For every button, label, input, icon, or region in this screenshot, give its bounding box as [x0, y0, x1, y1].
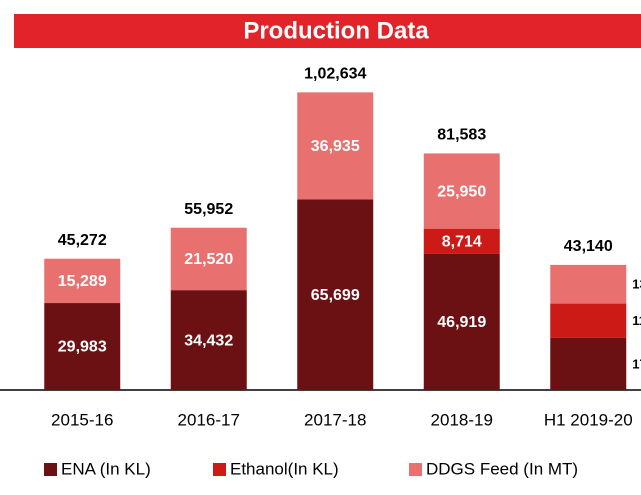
bar-segment [550, 303, 627, 338]
bar-segment [550, 337, 627, 390]
value-label: 15,289 [58, 273, 107, 290]
bar-segment [170, 227, 247, 291]
value-label: 65,699 [311, 287, 360, 304]
bar-segment [550, 264, 627, 304]
bar-segment [423, 253, 500, 390]
value-label: 36,935 [311, 138, 360, 155]
bar-segment [44, 303, 121, 390]
value-label: 11,850 [632, 313, 641, 328]
value-label: 17,950 [632, 356, 641, 371]
total-label: 81,583 [437, 127, 486, 144]
legend-swatch [409, 463, 422, 476]
x-tick-label: 2015-16 [51, 410, 113, 429]
legend-label: Ethanol(In KL) [230, 459, 339, 478]
title-banner [14, 14, 641, 48]
bar-segment [170, 290, 247, 390]
bar-segment [297, 92, 374, 200]
legend-swatch [213, 463, 226, 476]
value-label: 29,983 [58, 339, 107, 356]
total-label: 45,272 [58, 232, 107, 249]
legend-label: ENA (In KL) [61, 459, 151, 478]
legend-swatch [44, 463, 57, 476]
chart-title: Production Data [243, 17, 429, 44]
value-label: 8,714 [442, 234, 482, 251]
total-label: 55,952 [184, 201, 233, 218]
bar-segment [44, 258, 121, 304]
x-tick-label: H1 2019-20 [544, 410, 633, 429]
bar-segment [423, 228, 500, 254]
x-tick-label: 2017-18 [304, 410, 366, 429]
x-tick-label: 2016-17 [178, 410, 240, 429]
value-label: 46,919 [437, 314, 486, 331]
value-label: 34,432 [184, 332, 233, 349]
value-label: 13,340 [632, 277, 641, 292]
total-label: 43,140 [564, 238, 613, 255]
bar-segment [297, 199, 374, 390]
bar-segment [423, 153, 500, 229]
legend-label: DDGS Feed (In MT) [426, 459, 578, 478]
value-label: 21,520 [184, 251, 233, 268]
total-label: 1,02,634 [304, 66, 366, 83]
value-label: 25,950 [437, 183, 486, 200]
x-tick-label: 2018-19 [431, 410, 493, 429]
